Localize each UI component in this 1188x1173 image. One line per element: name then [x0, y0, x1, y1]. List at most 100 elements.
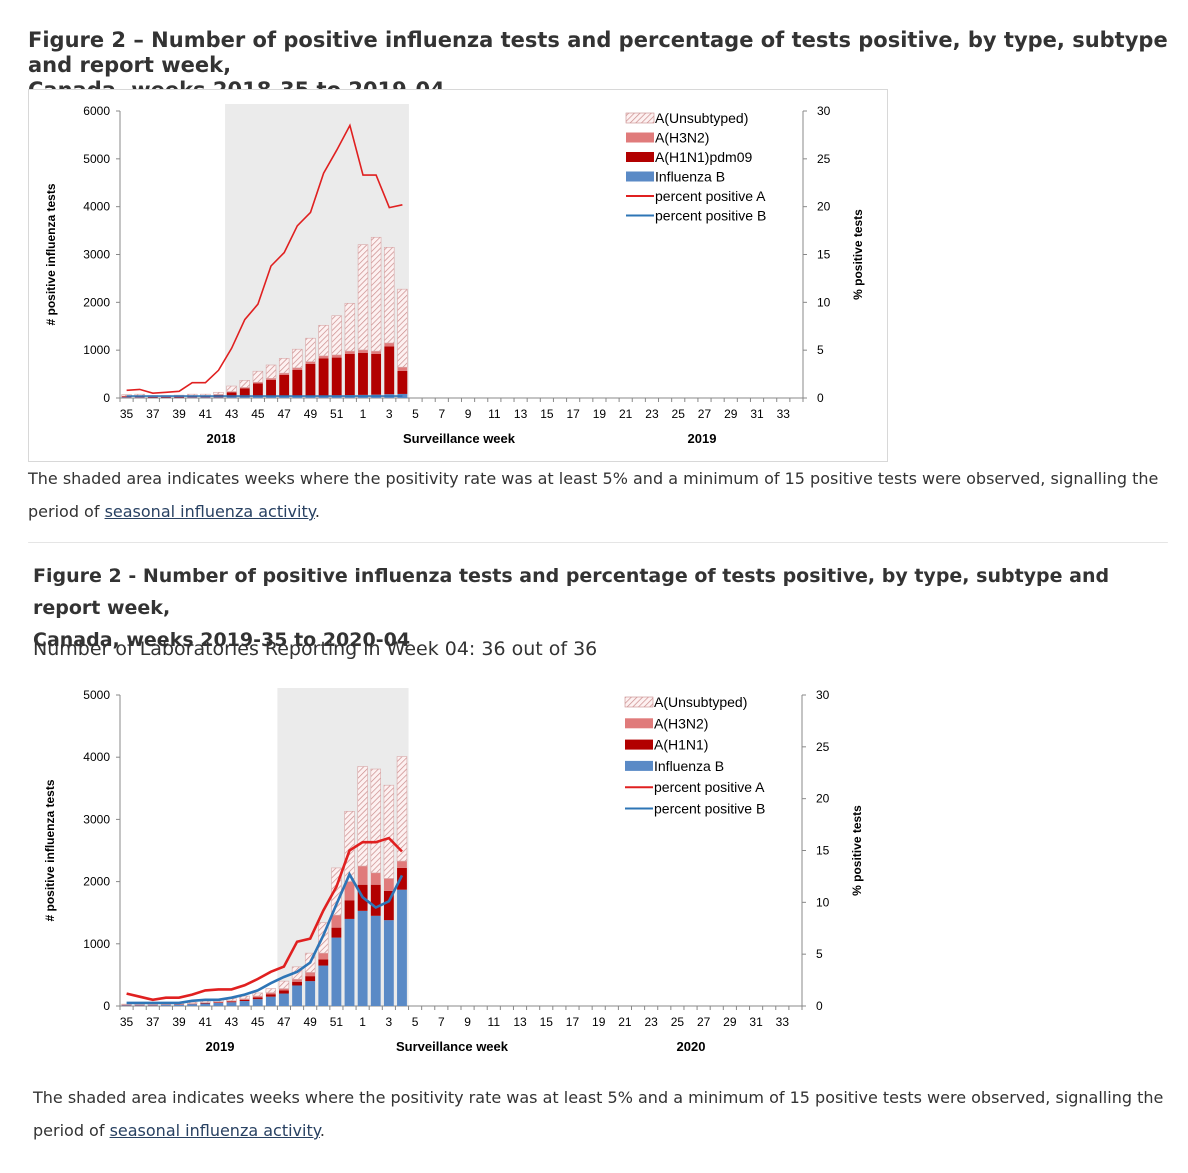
legend-swatch	[626, 132, 654, 143]
y2-axis-title: % positive tests	[850, 805, 864, 896]
bar-segment	[397, 370, 408, 394]
bar-segment	[226, 397, 237, 398]
y2-tick-label: 30	[816, 688, 830, 702]
x-tick-label: 11	[488, 407, 501, 421]
x-tick-label: 39	[172, 407, 186, 421]
bar-segment	[265, 364, 277, 379]
x-tick-label: 49	[303, 1015, 317, 1029]
bar-segment	[265, 996, 276, 1006]
bar-segment	[252, 996, 263, 998]
x-tick-label: 17	[566, 1015, 580, 1029]
legend-label: A(H3N2)	[654, 715, 708, 731]
bar-segment	[318, 324, 329, 357]
bar-segment	[318, 358, 329, 396]
bar-segment	[239, 995, 250, 1000]
bar-segment	[121, 1005, 132, 1006]
y-tick-label: 5000	[83, 152, 110, 166]
x-tick-label: 7	[438, 407, 445, 421]
bar-segment	[384, 346, 395, 395]
bar-segment	[265, 994, 276, 997]
bar-segment	[292, 979, 302, 982]
bar-segment	[252, 992, 263, 997]
x-tick-label: 23	[644, 1015, 658, 1029]
seasonal-influenza-activity-link-1[interactable]: seasonal influenza activity	[104, 502, 315, 521]
bar-segment	[252, 382, 263, 384]
bar-segment	[318, 355, 329, 359]
x-tick-label: 45	[251, 407, 265, 421]
percent-positive-a-line	[126, 123, 403, 395]
x-tick-label: 49	[304, 407, 318, 421]
bar-segment	[383, 890, 394, 921]
bar-segment	[318, 959, 329, 966]
x-tick-label: 13	[514, 407, 528, 421]
y-tick-label: 6000	[83, 104, 110, 118]
year-label: 2019	[688, 431, 717, 446]
x-tick-label: 3	[386, 1015, 393, 1029]
y2-tick-label: 20	[816, 792, 830, 806]
y2-tick-label: 20	[817, 200, 831, 214]
seasonal-influenza-activity-link-2[interactable]: seasonal influenza activity	[109, 1121, 320, 1140]
legend-label: A(H1N1)	[654, 737, 708, 753]
bar-segment	[331, 357, 342, 396]
bar-segment	[331, 937, 342, 1006]
bar-segment	[357, 766, 368, 867]
bar-segment	[292, 396, 303, 398]
bar-segment	[371, 353, 382, 395]
x-tick-label: 13	[513, 1015, 527, 1029]
year-label: 2018	[207, 431, 236, 446]
figure2-caption-prefix: period of	[33, 1121, 110, 1140]
x-tick-label: 11	[488, 1015, 501, 1029]
bar-segment	[147, 1005, 158, 1006]
figure2-caption-suffix: .	[319, 1121, 326, 1140]
bar-segment	[200, 1002, 211, 1004]
bar-segment	[226, 1002, 237, 1006]
figure1-caption-prefix: period of	[28, 502, 105, 521]
bar-segment	[357, 910, 368, 1006]
y-tick-label: 1000	[83, 937, 110, 951]
bar-segment	[318, 965, 329, 1006]
season-shaded-area	[225, 104, 409, 398]
x-tick-label: 9	[465, 407, 472, 421]
bar-segment	[305, 395, 316, 398]
bar-segment	[174, 1004, 184, 1006]
y-tick-label: 4000	[83, 200, 110, 214]
bar-segment	[344, 918, 355, 1006]
bar-segment	[279, 396, 290, 398]
y-tick-label: 5000	[83, 688, 110, 702]
bar-segment	[252, 383, 263, 397]
bar-segment	[134, 397, 145, 398]
bar-segment	[397, 889, 407, 1006]
figure1-caption-line2: period of seasonal influenza activity.	[28, 495, 1178, 528]
bar-segment	[279, 990, 289, 994]
x-tick-label: 3	[386, 407, 393, 421]
bar-segment	[292, 348, 303, 369]
x-tick-label: 35	[120, 407, 134, 421]
bar-segment	[239, 387, 250, 389]
bar-segment	[383, 920, 394, 1006]
bar-segment	[344, 881, 355, 901]
bar-segment	[305, 976, 316, 982]
bar-segment	[213, 1002, 224, 1003]
y2-tick-label: 15	[816, 844, 830, 858]
x-tick-label: 31	[750, 407, 764, 421]
y-tick-label: 2000	[83, 875, 110, 889]
bar-segment	[344, 353, 355, 396]
bar-segment	[292, 369, 303, 397]
bar-segment	[370, 884, 381, 916]
y-axis-title: # positive influenza tests	[44, 183, 58, 325]
x-tick-label: 39	[172, 1015, 186, 1029]
bar-segment	[239, 998, 250, 1000]
bar-segment	[279, 374, 290, 397]
x-tick-label: 23	[645, 407, 659, 421]
year-label: 2019	[206, 1039, 235, 1054]
x-axis-title: Surveillance week	[396, 1039, 509, 1054]
bar-segment	[200, 397, 211, 398]
bar-segment	[397, 867, 407, 890]
x-tick-label: 33	[776, 1015, 790, 1029]
figure1-caption-suffix: .	[314, 502, 321, 521]
bar-segment	[383, 784, 395, 879]
y2-tick-label: 25	[816, 740, 830, 754]
y2-axis-title: % positive tests	[851, 209, 865, 300]
x-tick-label: 15	[540, 1015, 554, 1029]
percent-positive-b-line	[126, 871, 404, 1005]
